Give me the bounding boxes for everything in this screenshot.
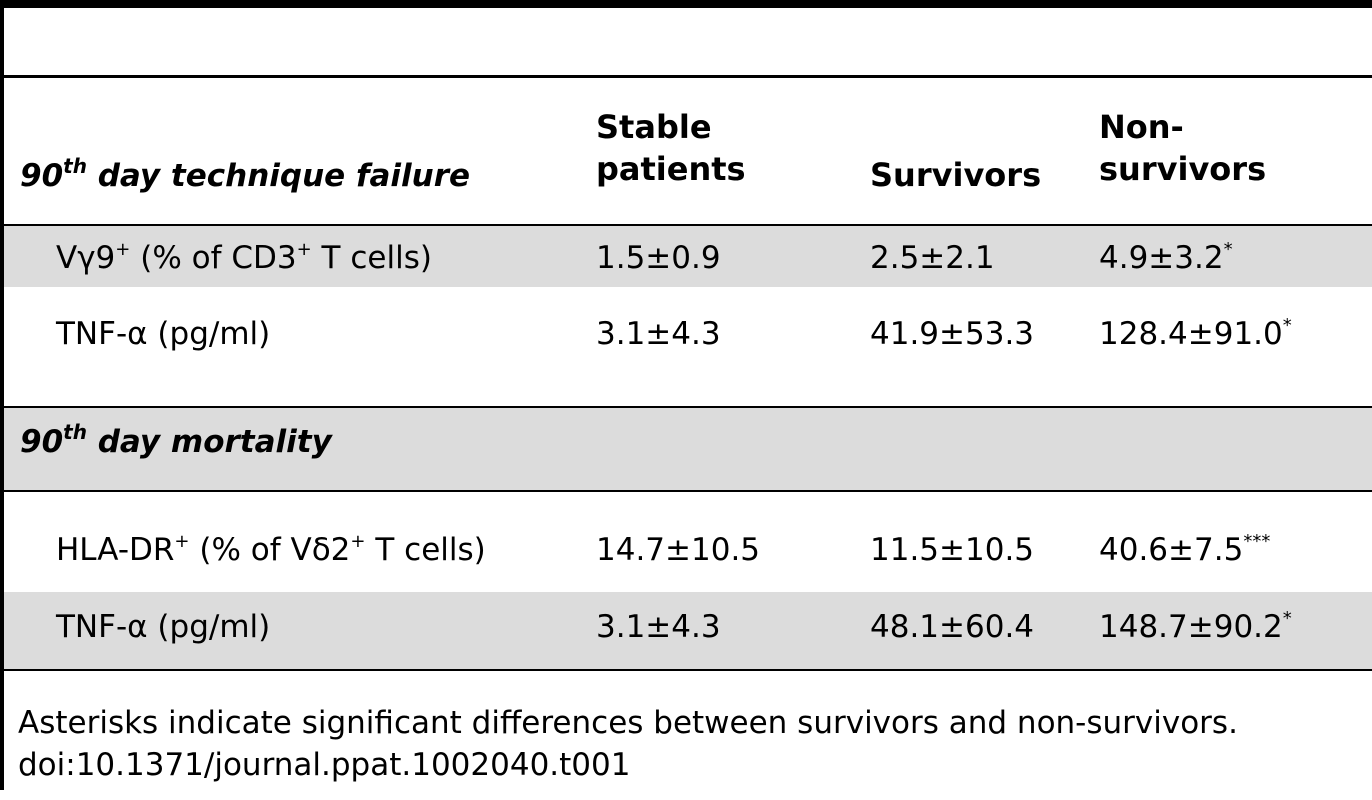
row-shade: [4, 592, 1372, 669]
section-bottom-rule: [4, 490, 1372, 492]
doi-link[interactable]: doi:10.1371/journal.ppat.1002040.t001: [18, 747, 631, 783]
header-top-rule: [4, 75, 1372, 78]
top-rule: [4, 0, 1372, 8]
cell-survivors: 48.1±60.4: [870, 609, 1035, 645]
section-shade: [4, 408, 1372, 490]
cell-survivors: 11.5±10.5: [870, 532, 1035, 568]
section-top-rule: [4, 406, 1372, 408]
cell-non-survivors: 128.4±91.0*: [1099, 314, 1292, 352]
row-label: TNF-α (pg/ml): [56, 609, 271, 645]
cell-stable: 3.1±4.3: [596, 316, 721, 352]
cell-non-survivors: 148.7±90.2*: [1099, 607, 1292, 645]
cell-stable: 3.1±4.3: [596, 609, 721, 645]
cell-survivors: 41.9±53.3: [870, 316, 1035, 352]
table-footnote: Asterisks indicate significant differenc…: [18, 705, 1238, 741]
row-shade: [4, 226, 1372, 287]
cell-stable: 14.7±10.5: [596, 532, 761, 568]
row-label: Vγ9+ (% of CD3+ T cells): [56, 238, 432, 276]
column-header-survivors: Survivors: [870, 156, 1042, 194]
cell-non-survivors: 4.9±3.2*: [1099, 238, 1233, 276]
column-header-non-survivors: Non- survivors: [1099, 108, 1267, 188]
left-border: [0, 0, 4, 790]
row-label: TNF-α (pg/ml): [56, 316, 271, 352]
cell-stable: 1.5±0.9: [596, 240, 721, 276]
section-heading-mortality: 90th day mortality: [20, 419, 332, 460]
section-heading-technique-failure: 90th day technique failure: [20, 153, 471, 194]
cell-non-survivors: 40.6±7.5***: [1099, 530, 1271, 568]
cell-survivors: 2.5±2.1: [870, 240, 995, 276]
header-bottom-rule: [4, 224, 1372, 226]
row-label: HLA-DR+ (% of Vδ2+ T cells): [56, 530, 486, 568]
table-bottom-rule: [4, 669, 1372, 671]
column-header-stable: Stable patients: [596, 108, 746, 188]
